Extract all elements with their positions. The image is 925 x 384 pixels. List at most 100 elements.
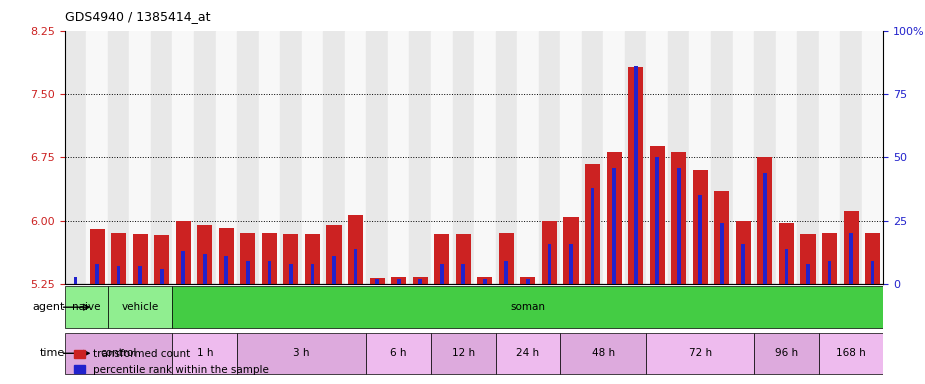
Bar	[323, 31, 345, 284]
Bar	[591, 188, 595, 284]
Bar	[714, 191, 729, 284]
Bar	[649, 146, 665, 284]
Bar	[130, 31, 151, 284]
Bar	[108, 31, 130, 284]
FancyBboxPatch shape	[172, 333, 237, 374]
Bar	[526, 279, 530, 284]
Bar	[849, 233, 853, 284]
Bar	[240, 233, 255, 284]
Bar	[603, 31, 625, 284]
Text: 24 h: 24 h	[516, 348, 539, 358]
Bar	[819, 31, 840, 284]
Text: 168 h: 168 h	[836, 348, 866, 358]
Bar	[628, 67, 643, 284]
Bar	[327, 225, 341, 284]
FancyBboxPatch shape	[108, 286, 172, 328]
FancyBboxPatch shape	[819, 333, 883, 374]
Bar	[418, 279, 422, 284]
Text: agent: agent	[32, 302, 65, 312]
Bar	[348, 215, 364, 284]
Text: vehicle: vehicle	[121, 302, 159, 312]
Bar	[800, 234, 816, 284]
Bar	[548, 243, 551, 284]
Bar	[634, 66, 637, 284]
Bar	[90, 229, 105, 284]
Bar	[376, 279, 379, 284]
Bar	[563, 217, 578, 284]
FancyBboxPatch shape	[496, 333, 561, 374]
Bar	[262, 233, 277, 284]
Text: 1 h: 1 h	[196, 348, 213, 358]
Bar	[698, 195, 702, 284]
Bar	[672, 152, 686, 284]
FancyBboxPatch shape	[561, 333, 647, 374]
Bar	[267, 262, 271, 284]
Bar	[311, 264, 314, 284]
Bar	[828, 262, 832, 284]
Bar	[711, 31, 733, 284]
Bar	[496, 31, 517, 284]
Bar	[332, 256, 336, 284]
Bar	[521, 277, 536, 284]
Bar	[452, 31, 475, 284]
Bar	[720, 223, 723, 284]
Bar	[475, 31, 496, 284]
Bar	[290, 264, 293, 284]
Bar	[693, 170, 708, 284]
Bar	[203, 254, 206, 284]
Bar	[216, 31, 237, 284]
Legend: transformed count, percentile rank within the sample: transformed count, percentile rank withi…	[70, 345, 273, 379]
Bar	[434, 234, 450, 284]
Bar	[844, 211, 858, 284]
Text: time: time	[40, 348, 65, 358]
Bar	[806, 264, 810, 284]
FancyBboxPatch shape	[65, 333, 172, 374]
Bar	[172, 31, 194, 284]
Bar	[283, 234, 299, 284]
Text: 6 h: 6 h	[390, 348, 407, 358]
Bar	[758, 157, 772, 284]
Bar	[397, 279, 401, 284]
Bar	[302, 31, 323, 284]
Text: control: control	[101, 348, 137, 358]
Bar	[95, 264, 99, 284]
FancyBboxPatch shape	[237, 333, 366, 374]
Bar	[388, 31, 410, 284]
Bar	[176, 221, 191, 284]
Text: GDS4940 / 1385414_at: GDS4940 / 1385414_at	[65, 10, 210, 23]
FancyBboxPatch shape	[172, 286, 883, 328]
Bar	[754, 31, 776, 284]
Bar	[784, 249, 788, 284]
Bar	[776, 31, 797, 284]
Bar	[462, 264, 465, 284]
Bar	[225, 256, 228, 284]
Bar	[391, 276, 406, 284]
Bar	[517, 31, 538, 284]
Bar	[194, 31, 216, 284]
Bar	[763, 173, 767, 284]
Bar	[542, 221, 557, 284]
Text: naive: naive	[72, 302, 101, 312]
Bar	[151, 31, 172, 284]
Bar	[219, 228, 234, 284]
Text: 96 h: 96 h	[775, 348, 798, 358]
Bar	[132, 234, 148, 284]
Bar	[561, 31, 582, 284]
Bar	[585, 164, 600, 284]
Bar	[607, 152, 622, 284]
Bar	[431, 31, 452, 284]
Bar	[197, 225, 213, 284]
Bar	[625, 31, 647, 284]
Bar	[779, 223, 794, 284]
Bar	[353, 249, 357, 284]
Bar	[65, 31, 86, 284]
Bar	[86, 31, 108, 284]
Bar	[742, 243, 746, 284]
Bar	[689, 31, 711, 284]
Text: soman: soman	[511, 302, 546, 312]
Bar	[259, 31, 280, 284]
Bar	[111, 233, 126, 284]
Bar	[237, 31, 259, 284]
Bar	[499, 233, 514, 284]
Bar	[862, 31, 883, 284]
